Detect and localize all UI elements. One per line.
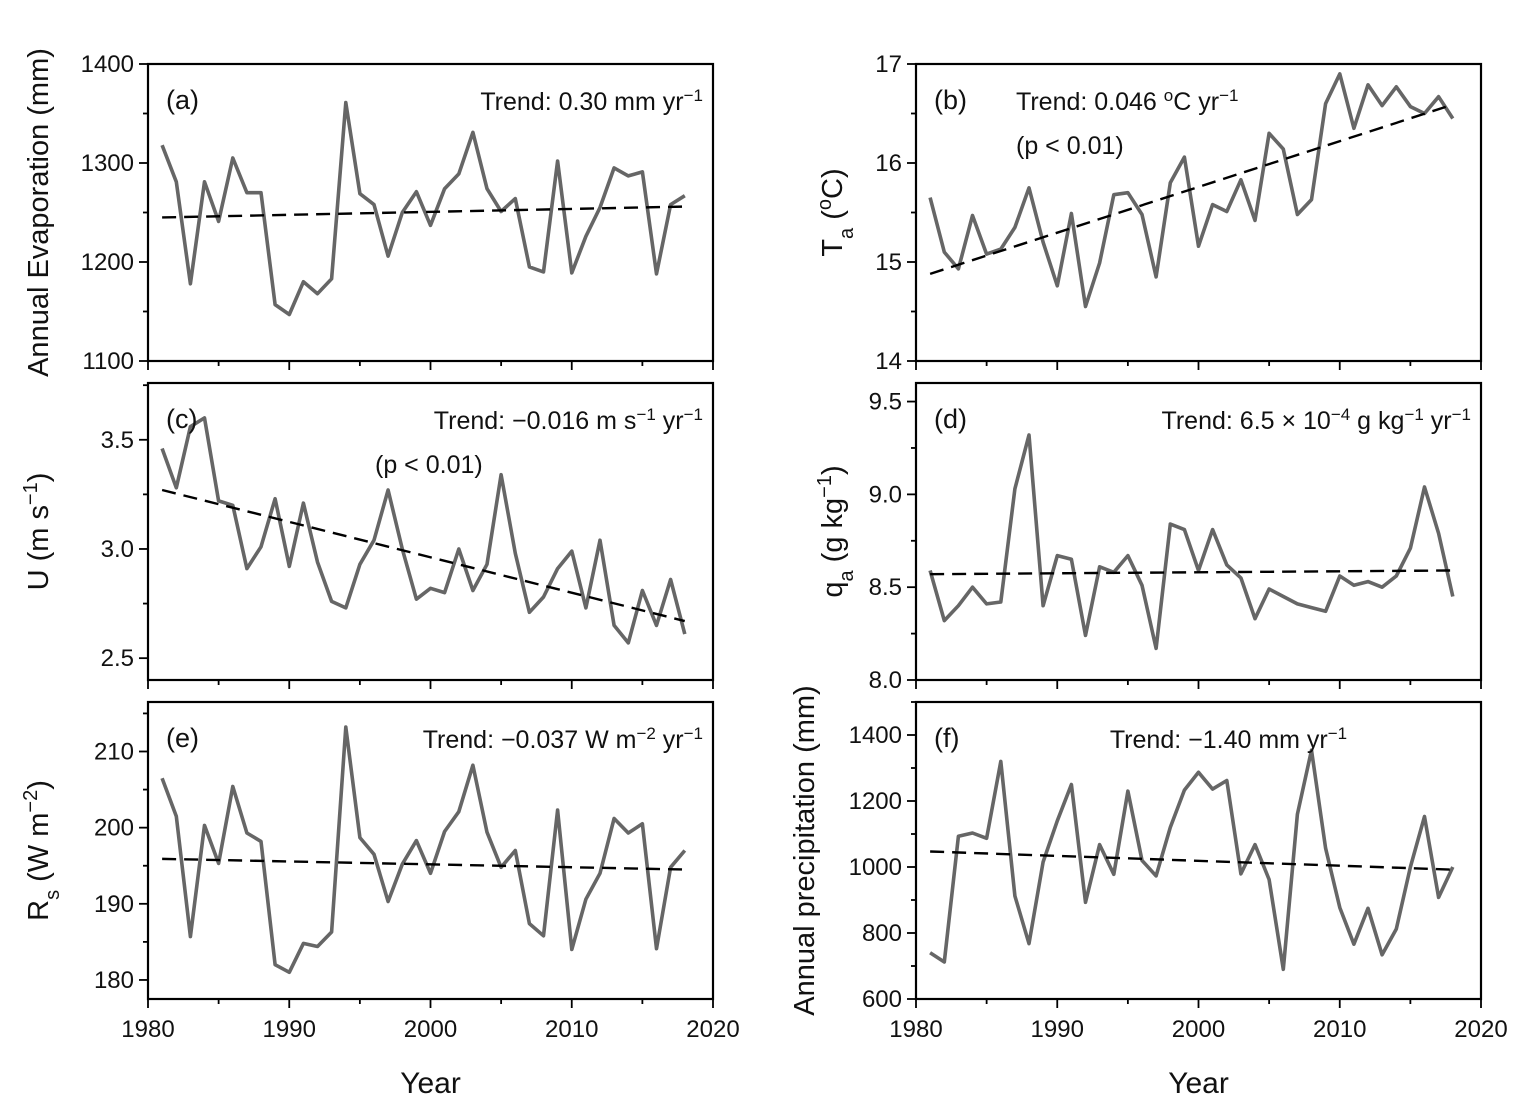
y-tick-label-c: 3.5 xyxy=(101,427,134,454)
y-tick-label-b: 16 xyxy=(875,150,902,177)
trend-line-c xyxy=(161,488,686,623)
x-tick-label-f: 1980 xyxy=(889,1016,942,1043)
y-tick-label-e: 210 xyxy=(94,739,134,766)
y-tick-label-a: 1100 xyxy=(82,348,134,375)
plot-frame-b xyxy=(914,62,1483,363)
y-tick-label-a: 1300 xyxy=(81,150,134,177)
x-axis-label-f: Year xyxy=(1168,1067,1229,1100)
y-axis-label-b: Ta (oC) xyxy=(814,168,858,256)
trend-text-f: Trend: −1.40 mm yr−1 xyxy=(1110,724,1347,755)
series-line-e xyxy=(160,725,687,975)
trend-text-b: (p < 0.01) xyxy=(1016,132,1124,160)
y-tick-label-f: 600 xyxy=(862,986,902,1013)
y-tick-label-d: 8.5 xyxy=(869,574,902,601)
plot-frame-d xyxy=(914,381,1483,682)
y-tick-label-b: 15 xyxy=(875,249,902,276)
y-tick-label-d: 9.5 xyxy=(869,389,902,416)
trend-line-f xyxy=(930,850,1453,871)
trend-text-a: Trend: 0.30 mm yr−1 xyxy=(480,86,703,117)
trend-text-b: Trend: 0.046 oC yr−1 xyxy=(1016,86,1238,117)
trend-line-b xyxy=(929,103,1454,276)
y-tick-label-d: 9.0 xyxy=(869,481,902,508)
series-line-a xyxy=(160,100,686,317)
panel-label-b: (b) xyxy=(934,85,967,115)
panel-d: 8.0 8.5 9.0 9.5 (d) Trend: 6.5 × 10−4 g kg−1 … xyxy=(814,381,1483,694)
plot-frame-c xyxy=(146,381,715,682)
y-tick-label-a: 1200 xyxy=(81,249,134,276)
panel-f: 600 800 1000 1200 1400 1980 1990 2000 2010 2020 (f… xyxy=(789,685,1508,1100)
x-tick-label-e: 2000 xyxy=(404,1016,457,1043)
y-tick-label-e: 190 xyxy=(94,891,134,918)
y-axis-label-d: qa (g kg−1) xyxy=(814,465,858,597)
y-tick-label-e: 200 xyxy=(94,815,134,842)
trend-text-d: Trend: 6.5 × 10−4 g kg−1 yr−1 xyxy=(1162,405,1471,436)
panel-label-e: (e) xyxy=(166,723,199,753)
y-tick-label-a: 1400 xyxy=(81,51,134,78)
trend-text-c: (p < 0.01) xyxy=(375,451,483,479)
trend-text-c: Trend: −0.016 m s−1 yr−1 xyxy=(434,405,703,436)
y-tick-label-f: 1000 xyxy=(849,854,902,881)
panel-label-a: (a) xyxy=(166,85,199,115)
series-line-f xyxy=(929,748,1455,972)
x-tick-label-f: 1990 xyxy=(1031,1016,1084,1043)
panel-label-d: (d) xyxy=(934,404,967,434)
y-tick-label-c: 2.5 xyxy=(101,645,134,672)
series-line-b xyxy=(928,72,1455,309)
x-axis-label-e: Year xyxy=(400,1067,461,1100)
trend-line-d xyxy=(930,569,1453,576)
x-tick-label-f: 2020 xyxy=(1454,1016,1507,1043)
x-tick-label-e: 2010 xyxy=(545,1016,598,1043)
series-line-d xyxy=(928,433,1455,651)
panel-a: 1100 1200 1300 1400 (a) Trend: 0.30 mm yr−1 An… xyxy=(23,48,715,377)
plot-frame-a xyxy=(146,62,715,363)
panel-c: 2.5 3.0 3.5 (c) Trend: −0.016 m s−1 yr−1 (p <… xyxy=(20,381,715,689)
y-axis-label-e: Rs (W m−2) xyxy=(20,780,64,921)
y-tick-label-e: 180 xyxy=(94,967,134,994)
y-tick-label-b: 14 xyxy=(875,348,902,375)
plot-frame-e xyxy=(146,700,715,1001)
y-axis-label-c: U (m s−1) xyxy=(20,473,55,591)
x-tick-label-f: 2000 xyxy=(1172,1016,1225,1043)
y-axis-label-a: Annual Evaporation (mm) xyxy=(23,48,55,377)
y-tick-label-f: 1400 xyxy=(849,722,902,749)
y-axis-label-f: Annual precipitation (mm) xyxy=(789,685,821,1015)
y-tick-label-b: 17 xyxy=(875,51,902,78)
panel-label-c: (c) xyxy=(166,404,197,434)
x-tick-label-e: 1990 xyxy=(263,1016,316,1043)
plot-frame-f xyxy=(914,700,1483,1001)
series-line-c xyxy=(160,416,687,645)
panel-label-f: (f) xyxy=(934,723,959,753)
panel-b: 14 15 16 17 (b) Trend: 0.046 oC yr−1 (p < 0.01… xyxy=(814,51,1483,375)
y-tick-label-c: 3.0 xyxy=(101,536,134,563)
y-tick-label-f: 800 xyxy=(862,920,902,947)
x-tick-label-e: 2020 xyxy=(686,1016,739,1043)
x-tick-label-e: 1980 xyxy=(121,1016,174,1043)
y-tick-label-d: 8.0 xyxy=(869,667,902,694)
trend-text-e: Trend: −0.037 W m−2 yr−1 xyxy=(423,724,703,755)
x-tick-label-f: 2010 xyxy=(1313,1016,1366,1043)
y-tick-label-f: 1200 xyxy=(849,788,902,815)
panel-e: 180 190 200 210 1980 1990 2000 2010 2020 (e) Trend… xyxy=(20,700,740,1100)
